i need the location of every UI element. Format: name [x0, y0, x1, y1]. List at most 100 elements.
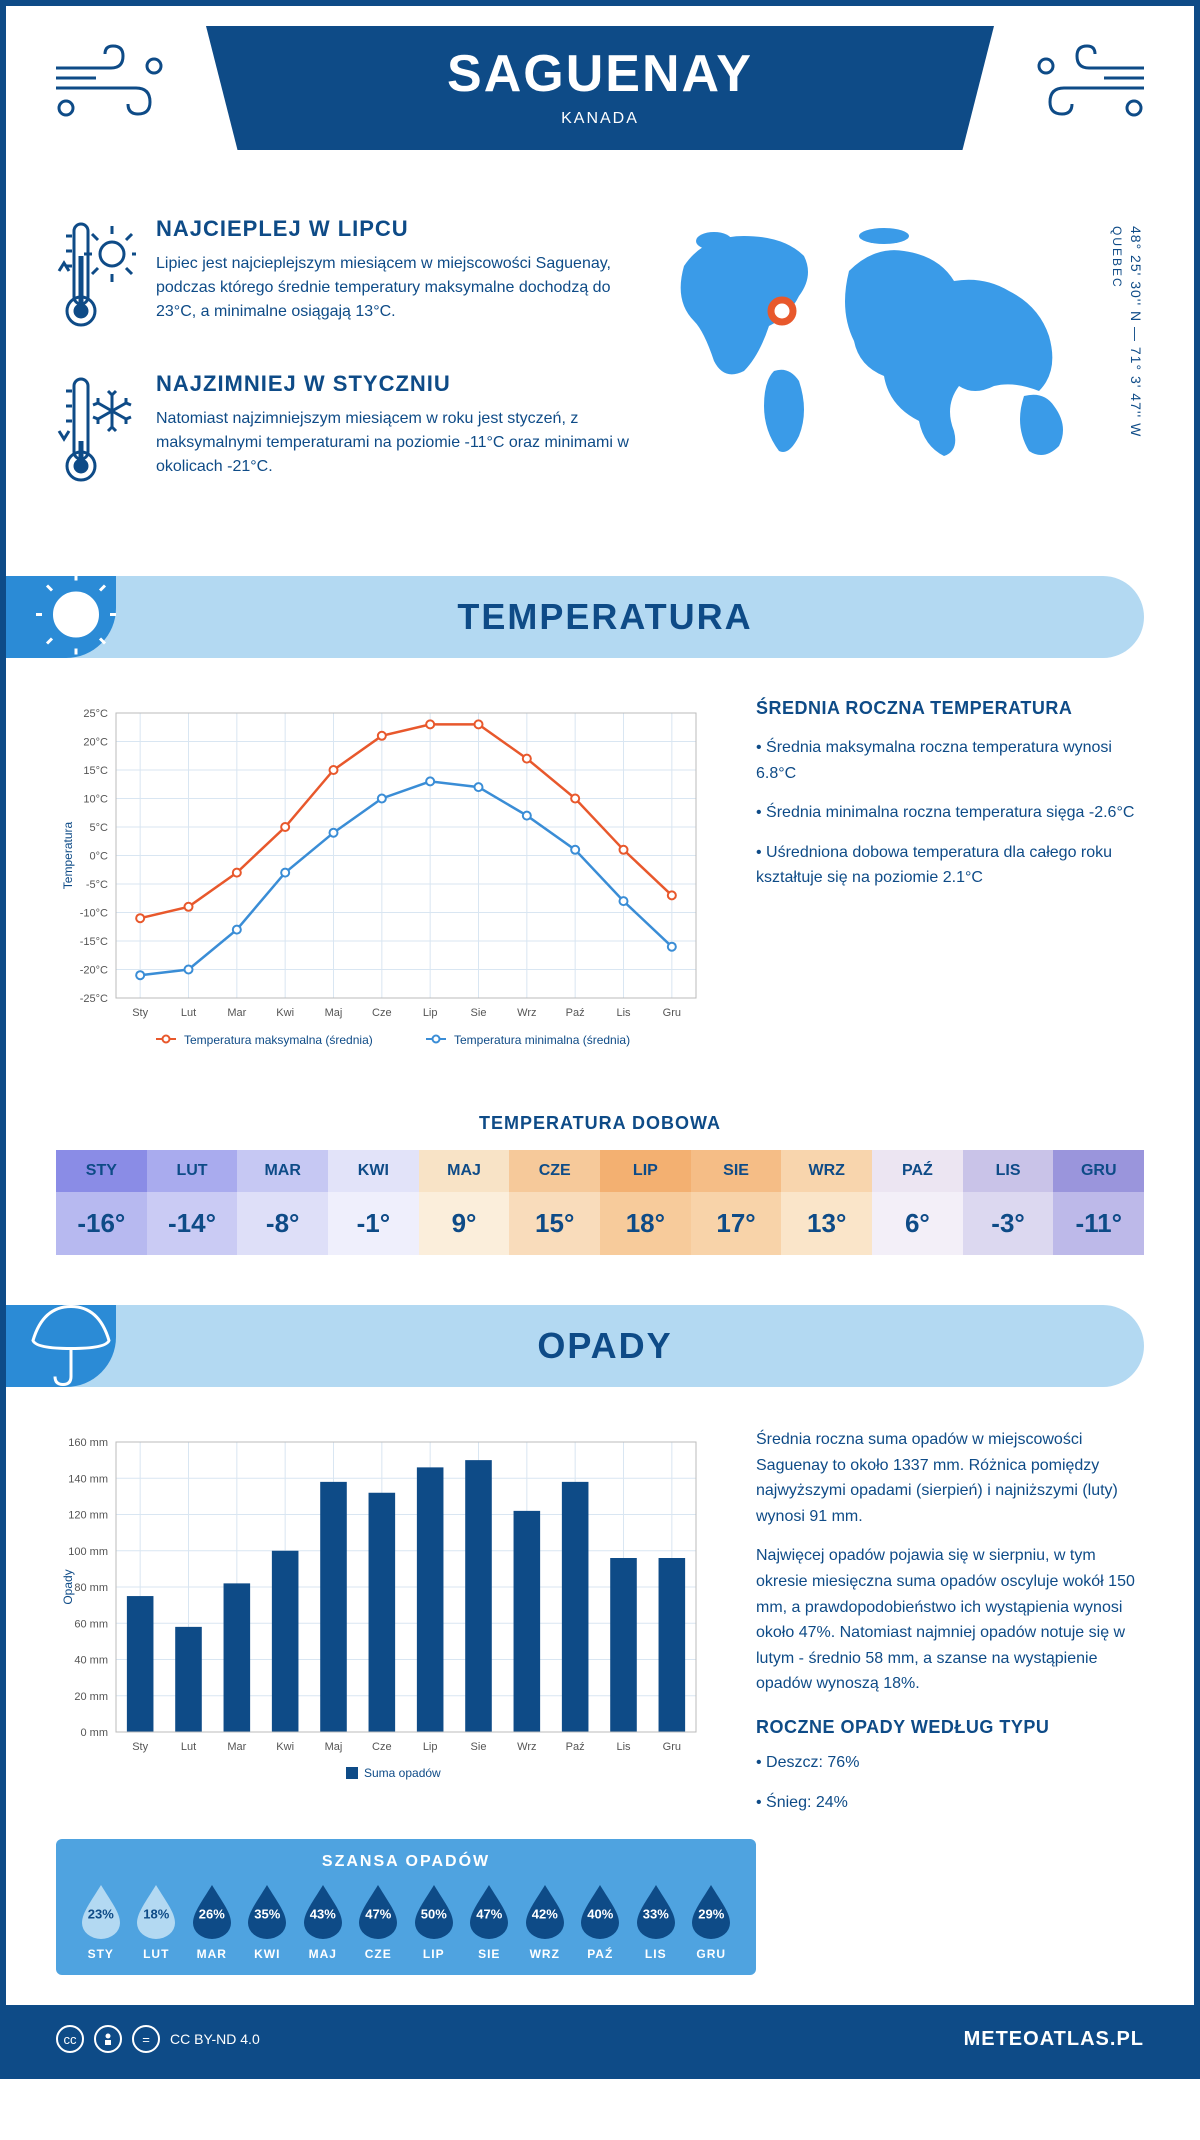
- daily-cell: LIS -3°: [963, 1150, 1054, 1255]
- svg-text:-20°C: -20°C: [80, 965, 108, 977]
- rain-type-snow: • Śnieg: 24%: [756, 1790, 1144, 1816]
- region-label: QUEBEC: [1110, 226, 1124, 289]
- raindrop-icon: 33%: [633, 1883, 679, 1939]
- svg-text:5°C: 5°C: [90, 822, 109, 834]
- cold-month-heading: NAJZIMNIEJ W STYCZNIU: [156, 371, 634, 397]
- footer: cc = CC BY-ND 4.0 METEOATLAS.PL: [6, 2005, 1194, 2073]
- hot-month-text: Lipiec jest najcieplejszym miesiącem w m…: [156, 252, 634, 324]
- raindrop-icon: 42%: [522, 1883, 568, 1939]
- temperature-section-title: TEMPERATURA: [66, 596, 1144, 638]
- wind-swirl-icon: [1014, 36, 1154, 146]
- daily-cell: MAR -8°: [237, 1150, 328, 1255]
- header: SAGUENAY KANADA: [6, 6, 1194, 186]
- chance-cell: 23% STY: [76, 1883, 126, 1961]
- svg-text:-10°C: -10°C: [80, 908, 108, 920]
- avg-annual-heading: ŚREDNIA ROCZNA TEMPERATURA: [756, 698, 1144, 719]
- chance-heading: SZANSA OPADÓW: [76, 1853, 736, 1871]
- thermometer-cold-icon: [56, 371, 136, 496]
- daily-cell: KWI -1°: [328, 1150, 419, 1255]
- intro-text-column: NAJCIEPLEJ W LIPCU Lipiec jest najcieple…: [56, 216, 634, 526]
- svg-text:Lis: Lis: [616, 1741, 631, 1753]
- avg-max-bullet: • Średnia maksymalna roczna temperatura …: [756, 735, 1144, 786]
- precipitation-section-header: OPADY: [6, 1305, 1144, 1387]
- svg-text:Temperatura minimalna (średnia: Temperatura minimalna (średnia): [454, 1033, 630, 1047]
- chance-cell: 50% LIP: [409, 1883, 459, 1961]
- raindrop-icon: 26%: [189, 1883, 235, 1939]
- svg-text:10°C: 10°C: [83, 794, 108, 806]
- svg-text:Kwi: Kwi: [276, 1741, 294, 1753]
- map-column: QUEBEC 48° 25' 30'' N — 71° 3' 47'' W: [664, 216, 1144, 526]
- sun-icon: [36, 575, 116, 660]
- cold-month-text: Natomiast najzimniejszym miesiącem w rok…: [156, 407, 634, 479]
- raindrop-icon: 43%: [300, 1883, 346, 1939]
- svg-text:40 mm: 40 mm: [74, 1655, 108, 1667]
- chance-cell: 35% KWI: [243, 1883, 293, 1961]
- svg-text:160 mm: 160 mm: [68, 1437, 108, 1449]
- svg-text:Lut: Lut: [181, 1007, 196, 1019]
- daily-cell: MAJ 9°: [419, 1150, 510, 1255]
- country-name: KANADA: [206, 110, 994, 128]
- hot-month-heading: NAJCIEPLEJ W LIPCU: [156, 216, 634, 242]
- temperature-summary: ŚREDNIA ROCZNA TEMPERATURA • Średnia mak…: [756, 698, 1144, 1063]
- raindrop-icon: 18%: [133, 1883, 179, 1939]
- svg-text:Cze: Cze: [372, 1007, 392, 1019]
- license-block: cc = CC BY-ND 4.0: [56, 2025, 260, 2053]
- chance-cell: 29% GRU: [687, 1883, 737, 1961]
- raindrop-icon: 40%: [577, 1883, 623, 1939]
- svg-text:-25°C: -25°C: [80, 993, 108, 1005]
- svg-text:Lis: Lis: [616, 1007, 631, 1019]
- chance-cell: 33% LIS: [631, 1883, 681, 1961]
- chance-cell: 40% PAŹ: [576, 1883, 626, 1961]
- daily-temperature-heading: TEMPERATURA DOBOWA: [6, 1113, 1194, 1134]
- by-icon: [94, 2025, 122, 2053]
- intro-section: NAJCIEPLEJ W LIPCU Lipiec jest najcieple…: [6, 186, 1194, 566]
- svg-text:120 mm: 120 mm: [68, 1510, 108, 1522]
- svg-text:20°C: 20°C: [83, 737, 108, 749]
- daily-cell: WRZ 13°: [781, 1150, 872, 1255]
- svg-text:Sie: Sie: [471, 1741, 487, 1753]
- svg-text:Mar: Mar: [227, 1007, 246, 1019]
- svg-text:Cze: Cze: [372, 1741, 392, 1753]
- site-name: METEOATLAS.PL: [964, 2028, 1144, 2051]
- title-banner: SAGUENAY KANADA: [206, 26, 994, 150]
- svg-text:Gru: Gru: [663, 1741, 681, 1753]
- svg-text:-5°C: -5°C: [86, 879, 108, 891]
- svg-text:Opady: Opady: [61, 1569, 75, 1604]
- rain-type-rain: • Deszcz: 76%: [756, 1750, 1144, 1776]
- daily-cell: PAŹ 6°: [872, 1150, 963, 1255]
- rain-type-heading: ROCZNE OPADY WEDŁUG TYPU: [756, 1717, 1144, 1738]
- raindrop-icon: 50%: [411, 1883, 457, 1939]
- svg-text:Wrz: Wrz: [517, 1007, 536, 1019]
- svg-text:Wrz: Wrz: [517, 1741, 536, 1753]
- chance-cell: 43% MAJ: [298, 1883, 348, 1961]
- thermometer-hot-icon: [56, 216, 136, 341]
- daily-cell: LUT -14°: [147, 1150, 238, 1255]
- svg-text:Maj: Maj: [325, 1741, 343, 1753]
- svg-text:Lut: Lut: [181, 1741, 196, 1753]
- svg-text:15°C: 15°C: [83, 765, 108, 777]
- svg-text:Lip: Lip: [423, 1007, 438, 1019]
- daily-cell: GRU -11°: [1053, 1150, 1144, 1255]
- svg-text:Sty: Sty: [132, 1007, 148, 1019]
- svg-text:0 mm: 0 mm: [81, 1727, 109, 1739]
- svg-text:-15°C: -15°C: [80, 936, 108, 948]
- temperature-line-chart: -25°C-20°C-15°C-10°C-5°C0°C5°C10°C15°C20…: [56, 698, 716, 1063]
- nd-icon: =: [132, 2025, 160, 2053]
- infographic-page: SAGUENAY KANADA NAJCIEPLEJ W LIPCU Lipie…: [0, 0, 1200, 2079]
- daily-cell: CZE 15°: [509, 1150, 600, 1255]
- temperature-section-header: TEMPERATURA: [6, 576, 1144, 658]
- precipitation-summary: Średnia roczna suma opadów w miejscowośc…: [756, 1427, 1144, 1829]
- svg-text:Mar: Mar: [227, 1741, 246, 1753]
- precipitation-bar-chart: 0 mm20 mm40 mm60 mm80 mm100 mm120 mm140 …: [56, 1427, 716, 1829]
- svg-text:140 mm: 140 mm: [68, 1473, 108, 1485]
- coordinates: 48° 25' 30'' N — 71° 3' 47'' W: [1128, 226, 1144, 437]
- raindrop-icon: 47%: [355, 1883, 401, 1939]
- raindrop-icon: 23%: [78, 1883, 124, 1939]
- svg-text:25°C: 25°C: [83, 708, 108, 720]
- raindrop-icon: 47%: [466, 1883, 512, 1939]
- license-text: CC BY-ND 4.0: [170, 2031, 260, 2047]
- svg-text:20 mm: 20 mm: [74, 1691, 108, 1703]
- svg-text:Kwi: Kwi: [276, 1007, 294, 1019]
- svg-text:Suma opadów: Suma opadów: [364, 1766, 441, 1780]
- daily-cell: SIE 17°: [691, 1150, 782, 1255]
